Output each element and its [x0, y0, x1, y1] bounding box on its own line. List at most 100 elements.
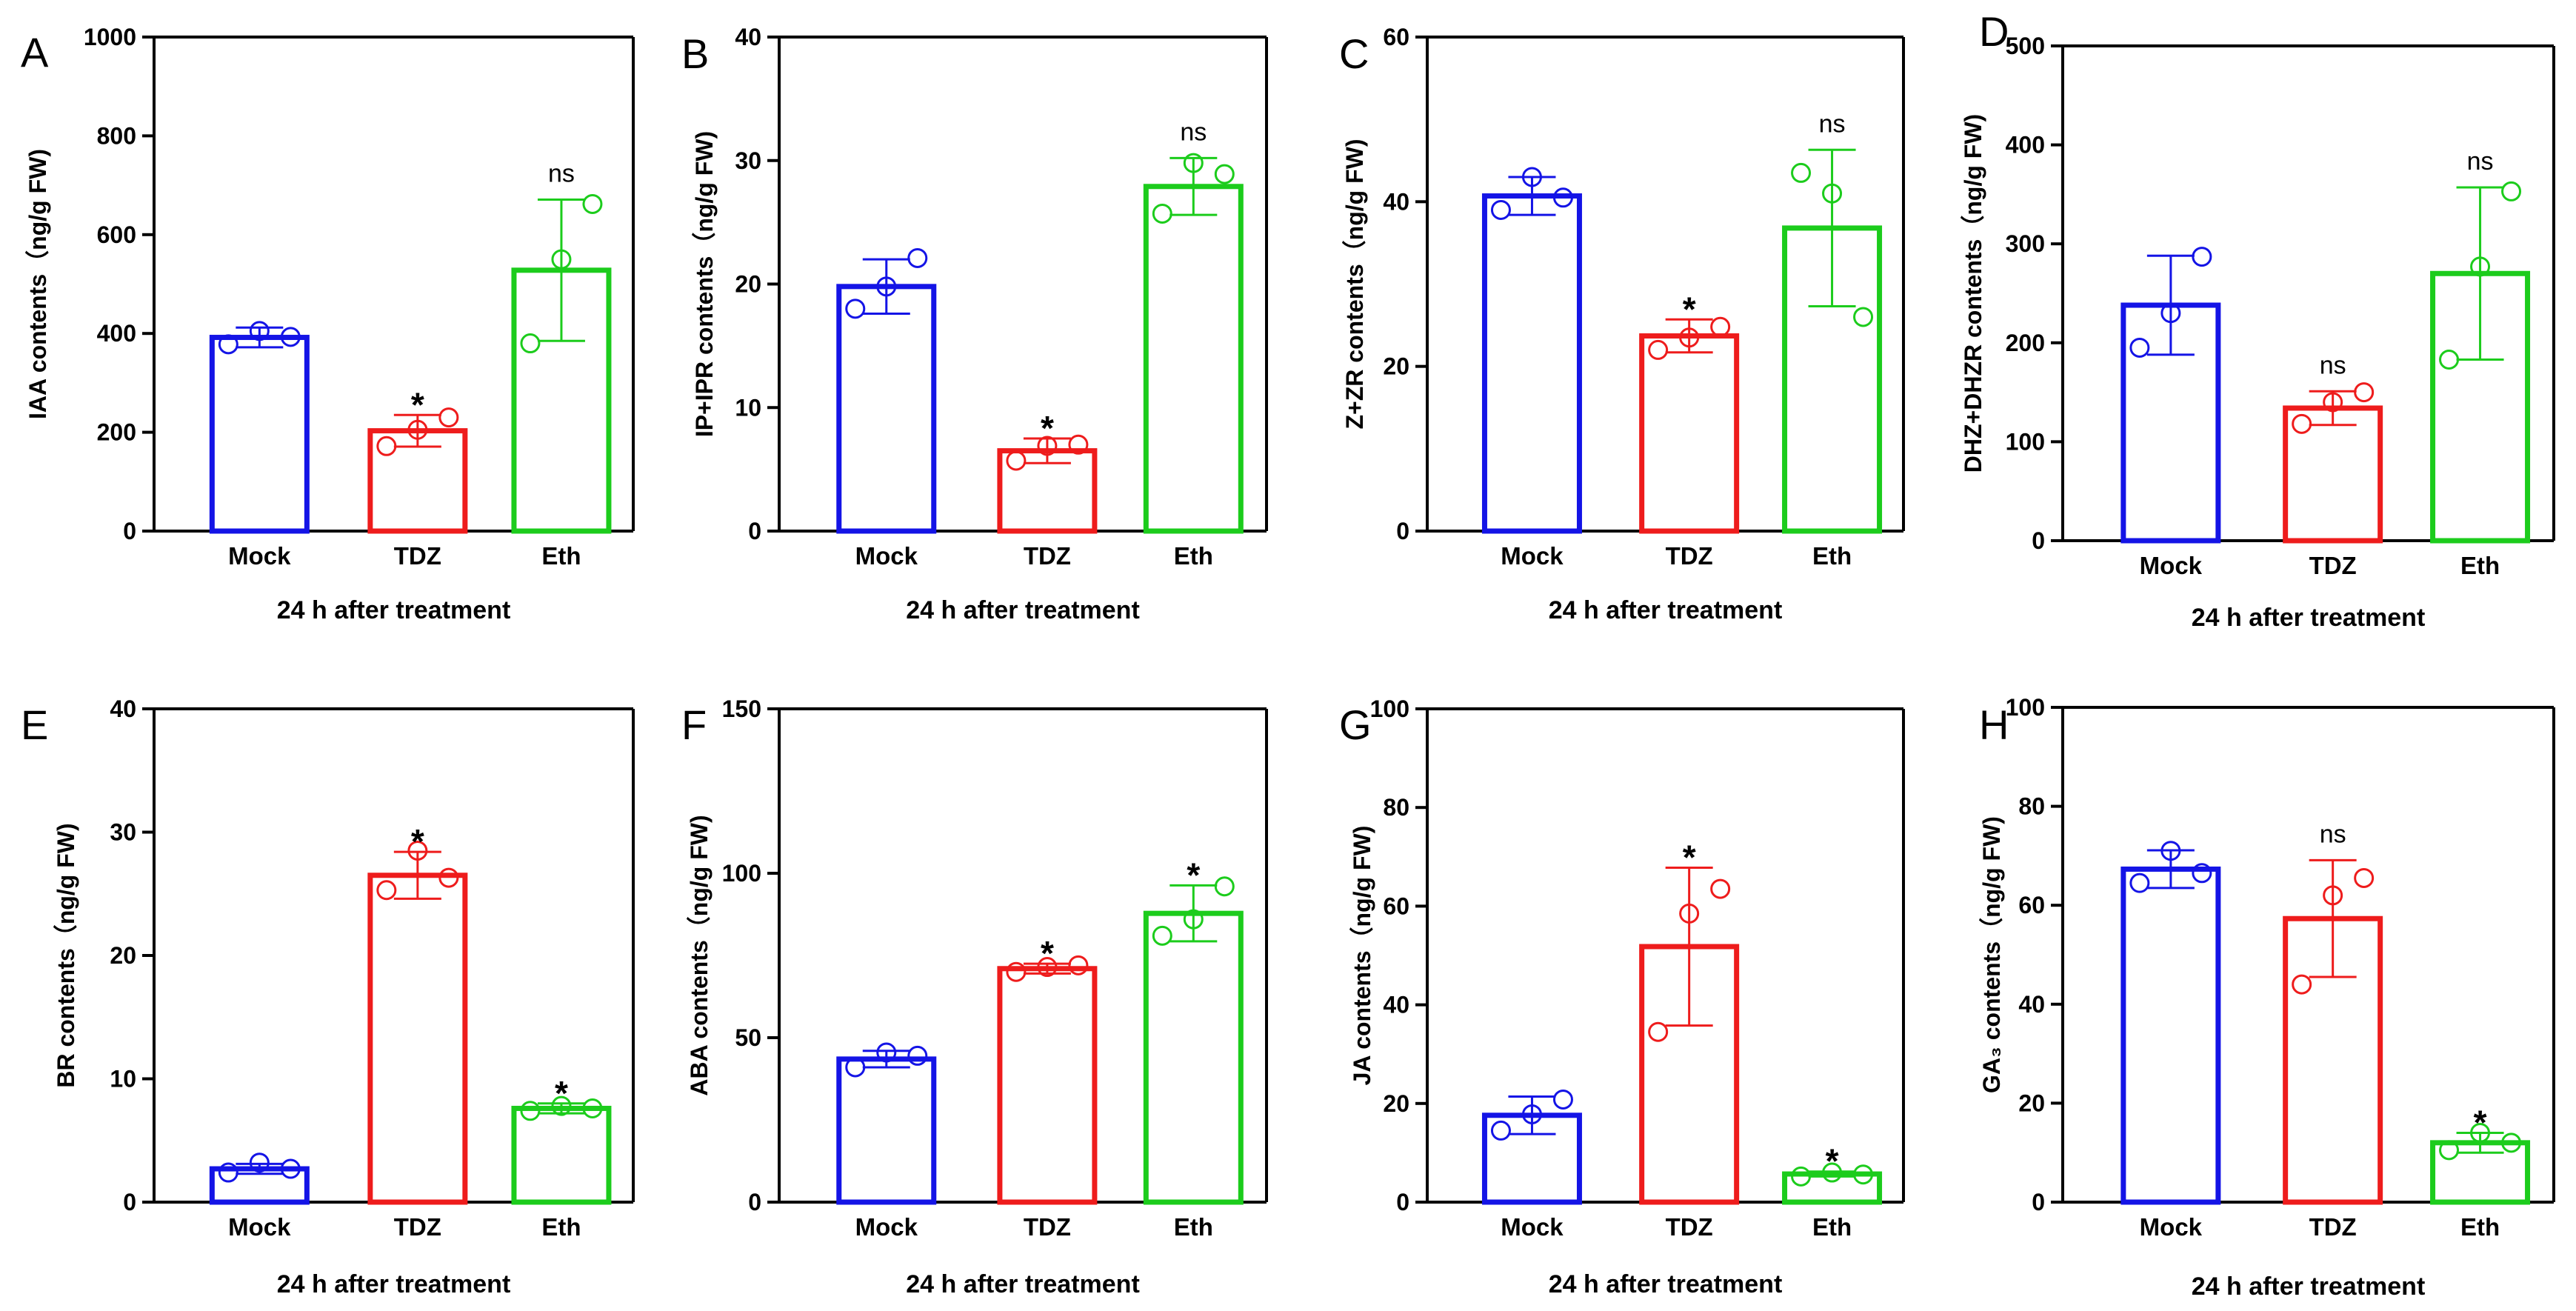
x-category-label: TDZ	[394, 1213, 441, 1241]
data-point-eth	[1152, 925, 1172, 946]
data-point-eth	[1152, 203, 1172, 224]
data-point-eth	[1791, 162, 1812, 183]
y-tick-label: 20	[1383, 1090, 1409, 1117]
data-point-eth	[1791, 1166, 1812, 1187]
significance-label: *	[1187, 855, 1200, 894]
x-category-label: TDZ	[1024, 542, 1071, 570]
y-tick-label: 0	[2032, 527, 2045, 554]
data-point-mock	[218, 334, 238, 355]
y-axis-title: ABA contents（ng/g FW)	[686, 815, 713, 1095]
bar-eth	[1143, 184, 1244, 534]
x-category-label: TDZ	[2309, 1213, 2357, 1241]
x-category-label: Mock	[228, 542, 291, 570]
y-tick-label: 30	[110, 819, 136, 846]
y-axis-title: IAA contents（ng/g FW)	[24, 149, 51, 419]
y-tick-label: 0	[1396, 518, 1409, 544]
significance-label: *	[411, 822, 424, 861]
y-tick-label: 80	[1383, 794, 1409, 821]
y-tick-label: 0	[2032, 1189, 2045, 1215]
significance-label: ns	[2320, 820, 2346, 848]
data-point-eth	[582, 1098, 603, 1118]
x-category-label: TDZ	[1666, 542, 1713, 570]
data-point-tdz	[1068, 434, 1089, 455]
x-category-label: Eth	[541, 1213, 581, 1241]
y-axis-title: JA contents（ng/g FW)	[1349, 826, 1375, 1086]
y-tick-label: 0	[1396, 1189, 1409, 1215]
significance-label: *	[1041, 409, 1054, 447]
data-point-tdz	[376, 880, 397, 901]
data-point-tdz	[438, 867, 459, 888]
significance-label: *	[411, 385, 424, 424]
y-tick-label: 400	[97, 320, 136, 347]
y-tick-label: 40	[735, 24, 761, 50]
data-point-tdz	[1068, 955, 1089, 975]
y-tick-label: 60	[2018, 892, 2045, 918]
y-axis-title: GA₃ contents（ng/g FW)	[1978, 816, 2005, 1093]
y-tick-label: 1000	[84, 24, 136, 50]
y-tick-label: 400	[2006, 132, 2045, 159]
y-axis-title: IP+IPR contents（ng/g FW)	[691, 131, 718, 437]
data-point-eth	[2439, 1140, 2460, 1161]
data-point-mock	[1521, 167, 1542, 187]
data-point-tdz	[1679, 903, 1700, 924]
significance-label: *	[1041, 934, 1054, 973]
x-category-label: Eth	[1812, 1213, 1852, 1241]
data-point-tdz	[2354, 867, 2375, 888]
y-tick-label: 150	[722, 695, 761, 722]
data-point-eth	[520, 333, 541, 354]
data-point-tdz	[2354, 382, 2375, 403]
y-tick-label: 0	[123, 1189, 136, 1215]
data-point-eth	[2501, 1132, 2522, 1153]
x-category-label: Mock	[2140, 552, 2203, 579]
data-point-tdz	[1710, 316, 1731, 337]
x-axis-title: 24 h after treatment	[1549, 1270, 1783, 1298]
significance-label: *	[555, 1074, 568, 1112]
y-tick-label: 40	[1383, 992, 1409, 1018]
data-point-eth	[2501, 181, 2522, 201]
significance-label: *	[1683, 838, 1696, 876]
panel-letter: A	[21, 29, 49, 76]
chart-panel-f: F 0 50 100 150 ABA contents（ng/g FW) 24 h afte…	[681, 695, 1268, 1298]
data-point-tdz	[2323, 885, 2343, 906]
data-point-mock	[2129, 337, 2150, 358]
x-axis-title: 24 h after treatment	[2192, 1272, 2426, 1301]
data-point-eth	[1853, 307, 1874, 327]
y-tick-label: 100	[2006, 428, 2045, 455]
data-point-mock	[845, 298, 866, 319]
x-category-label: Mock	[228, 1213, 291, 1241]
x-axis-title: 24 h after treatment	[1549, 596, 1783, 624]
x-category-label: Eth	[2460, 1213, 2500, 1241]
bar-tdz	[2283, 405, 2383, 544]
bar-eth	[511, 1105, 612, 1205]
x-category-label: Mock	[855, 1213, 918, 1241]
y-tick-label: 60	[1383, 24, 1409, 50]
data-point-tdz	[2292, 974, 2312, 995]
data-point-tdz	[2292, 413, 2312, 434]
significance-label: *	[1826, 1142, 1839, 1181]
chart-panel-e: E 0 10 20 30 40 BR contents（ng/g FW) 24 h after…	[21, 695, 635, 1298]
y-tick-label: 80	[2018, 793, 2045, 820]
x-category-label: Mock	[1501, 1213, 1564, 1241]
data-point-mock	[1552, 1089, 1573, 1110]
data-point-tdz	[1679, 327, 1700, 348]
y-tick-label: 60	[1383, 893, 1409, 919]
y-tick-label: 50	[735, 1024, 761, 1051]
x-axis-title: 24 h after treatment	[277, 596, 511, 624]
data-point-mock	[280, 1158, 301, 1179]
panel-letter: E	[21, 701, 48, 748]
y-tick-label: 20	[1383, 353, 1409, 380]
significance-label: ns	[2467, 147, 2494, 176]
data-point-tdz	[438, 407, 459, 428]
data-point-eth	[1214, 164, 1235, 184]
bar-mock	[1481, 193, 1582, 534]
bar-tdz	[367, 873, 468, 1205]
y-axis-title: Z+ZR contents（ng/g FW)	[1341, 139, 1368, 430]
data-point-mock	[218, 1162, 238, 1183]
data-point-eth	[1853, 1164, 1874, 1185]
y-tick-label: 100	[2006, 694, 2045, 721]
y-tick-label: 20	[2018, 1090, 2045, 1116]
bar-mock	[2120, 866, 2221, 1205]
y-tick-label: 300	[2006, 230, 2045, 257]
x-category-label: Eth	[2460, 552, 2500, 579]
